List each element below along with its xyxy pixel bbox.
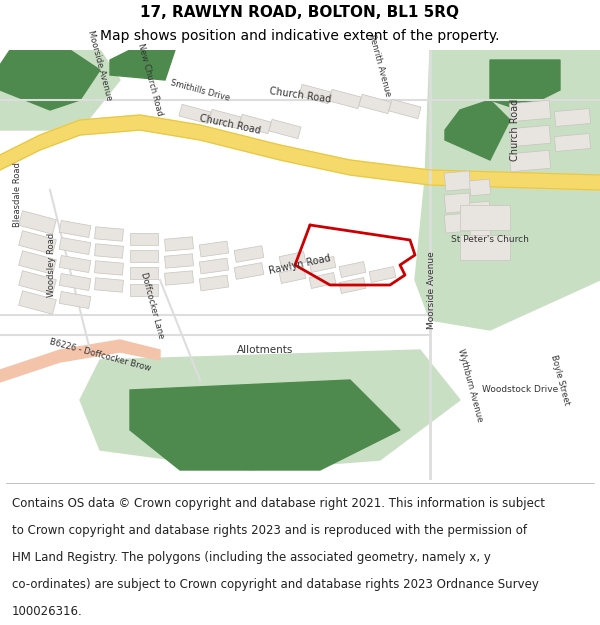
- FancyBboxPatch shape: [509, 150, 551, 172]
- Text: Doffcocker Lane: Doffcocker Lane: [139, 271, 165, 339]
- Text: Allotments: Allotments: [237, 345, 293, 355]
- Polygon shape: [490, 60, 560, 110]
- Text: Boyle Street: Boyle Street: [549, 354, 571, 406]
- FancyBboxPatch shape: [234, 246, 264, 262]
- Text: B6226 - Doffcocker Brow: B6226 - Doffcocker Brow: [49, 337, 152, 373]
- FancyBboxPatch shape: [164, 271, 193, 285]
- Text: co-ordinates) are subject to Crown copyright and database rights 2023 Ordnance S: co-ordinates) are subject to Crown copyr…: [12, 578, 539, 591]
- FancyBboxPatch shape: [59, 274, 91, 291]
- FancyBboxPatch shape: [554, 109, 590, 126]
- FancyBboxPatch shape: [19, 211, 56, 234]
- Text: Moorside Avenue: Moorside Avenue: [86, 29, 114, 101]
- FancyBboxPatch shape: [234, 262, 264, 279]
- FancyBboxPatch shape: [130, 284, 158, 296]
- Text: Church Road: Church Road: [268, 86, 332, 104]
- Text: St Peter's Church: St Peter's Church: [451, 236, 529, 244]
- FancyBboxPatch shape: [469, 179, 491, 196]
- Text: Church Road: Church Road: [199, 114, 262, 136]
- Polygon shape: [0, 340, 160, 382]
- FancyBboxPatch shape: [199, 241, 229, 257]
- FancyBboxPatch shape: [309, 272, 336, 289]
- FancyBboxPatch shape: [95, 278, 124, 292]
- FancyBboxPatch shape: [59, 221, 91, 238]
- FancyBboxPatch shape: [199, 258, 229, 274]
- FancyBboxPatch shape: [469, 221, 491, 238]
- Text: Wythburn Avenue: Wythburn Avenue: [456, 348, 484, 423]
- FancyBboxPatch shape: [95, 261, 124, 275]
- Polygon shape: [80, 350, 460, 470]
- Text: Church Road: Church Road: [510, 99, 520, 161]
- Text: 100026316.: 100026316.: [12, 605, 83, 618]
- Text: New Church Road: New Church Road: [136, 42, 164, 118]
- FancyBboxPatch shape: [209, 109, 241, 129]
- Text: HM Land Registry. The polygons (including the associated geometry, namely x, y: HM Land Registry. The polygons (includin…: [12, 551, 491, 564]
- FancyBboxPatch shape: [19, 251, 56, 274]
- FancyBboxPatch shape: [299, 84, 331, 104]
- Text: Penrith Avenue: Penrith Avenue: [367, 33, 392, 97]
- FancyBboxPatch shape: [554, 134, 590, 151]
- Polygon shape: [445, 100, 510, 160]
- Polygon shape: [110, 50, 175, 80]
- Polygon shape: [130, 380, 400, 470]
- Text: Smithills Drive: Smithills Drive: [169, 78, 230, 102]
- Text: Rawlyn Road: Rawlyn Road: [268, 254, 332, 276]
- FancyBboxPatch shape: [59, 238, 91, 254]
- FancyBboxPatch shape: [444, 193, 471, 213]
- FancyBboxPatch shape: [444, 171, 471, 191]
- FancyBboxPatch shape: [164, 254, 193, 268]
- FancyBboxPatch shape: [339, 261, 366, 278]
- Polygon shape: [0, 50, 120, 130]
- FancyBboxPatch shape: [309, 256, 336, 272]
- FancyBboxPatch shape: [59, 291, 91, 309]
- Polygon shape: [0, 115, 600, 190]
- FancyBboxPatch shape: [130, 250, 158, 262]
- FancyBboxPatch shape: [279, 251, 306, 268]
- FancyBboxPatch shape: [179, 104, 211, 124]
- FancyBboxPatch shape: [460, 235, 510, 260]
- Text: to Crown copyright and database rights 2023 and is reproduced with the permissio: to Crown copyright and database rights 2…: [12, 524, 527, 538]
- Text: 17, RAWLYN ROAD, BOLTON, BL1 5RQ: 17, RAWLYN ROAD, BOLTON, BL1 5RQ: [140, 5, 460, 20]
- FancyBboxPatch shape: [460, 205, 510, 230]
- FancyBboxPatch shape: [59, 256, 91, 272]
- Polygon shape: [0, 50, 100, 110]
- FancyBboxPatch shape: [329, 89, 361, 109]
- FancyBboxPatch shape: [95, 227, 124, 241]
- FancyBboxPatch shape: [389, 99, 421, 119]
- FancyBboxPatch shape: [19, 291, 56, 314]
- Text: Map shows position and indicative extent of the property.: Map shows position and indicative extent…: [100, 29, 500, 43]
- FancyBboxPatch shape: [164, 237, 193, 251]
- FancyBboxPatch shape: [369, 266, 396, 282]
- Text: Woodsley Road: Woodsley Road: [47, 233, 56, 297]
- FancyBboxPatch shape: [269, 119, 301, 139]
- FancyBboxPatch shape: [469, 201, 491, 218]
- FancyBboxPatch shape: [509, 100, 551, 122]
- Text: Woodstock Drive: Woodstock Drive: [482, 386, 558, 394]
- FancyBboxPatch shape: [359, 94, 391, 114]
- FancyBboxPatch shape: [19, 231, 56, 254]
- FancyBboxPatch shape: [199, 275, 229, 291]
- Text: Contains OS data © Crown copyright and database right 2021. This information is : Contains OS data © Crown copyright and d…: [12, 498, 545, 511]
- FancyBboxPatch shape: [444, 213, 471, 233]
- FancyBboxPatch shape: [19, 271, 56, 294]
- Text: Bleasdale Road: Bleasdale Road: [13, 162, 23, 228]
- FancyBboxPatch shape: [130, 267, 158, 279]
- Text: Moorside Avenue: Moorside Avenue: [427, 251, 437, 329]
- FancyBboxPatch shape: [509, 125, 551, 147]
- Polygon shape: [415, 50, 600, 330]
- FancyBboxPatch shape: [239, 114, 271, 134]
- FancyBboxPatch shape: [95, 244, 124, 258]
- FancyBboxPatch shape: [339, 278, 366, 294]
- FancyBboxPatch shape: [279, 268, 306, 284]
- FancyBboxPatch shape: [130, 233, 158, 245]
